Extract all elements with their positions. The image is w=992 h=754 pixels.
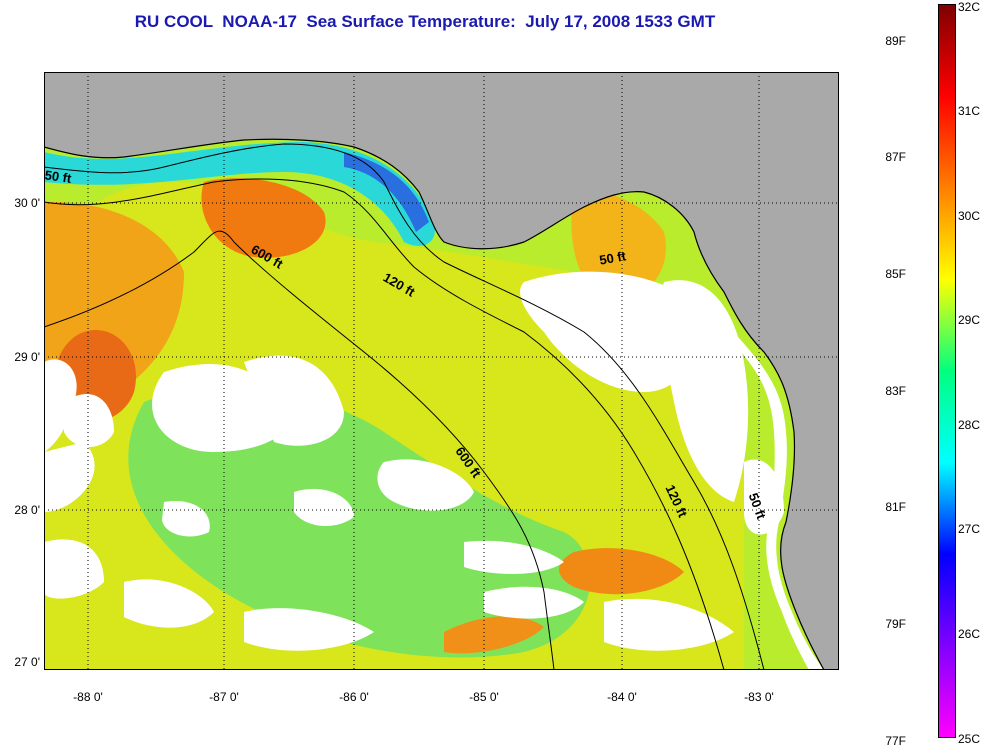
- cloud: [124, 579, 214, 628]
- lat-label-27: 27 0': [14, 655, 40, 669]
- cloud: [44, 442, 95, 512]
- cloud: [464, 540, 564, 574]
- cloud: [604, 598, 734, 651]
- cloud: [44, 359, 77, 452]
- colorbar-c-label: 30C: [958, 209, 981, 223]
- cloud: [377, 459, 474, 511]
- cloud: [44, 539, 104, 599]
- colorbar-c-label: 29C: [958, 313, 981, 327]
- lon-label-83: -83 0': [744, 690, 774, 704]
- cloud: [659, 280, 749, 502]
- colorbar-f-label: 89F: [885, 34, 906, 48]
- isobath-120ft: [44, 178, 725, 670]
- cloud: [294, 488, 354, 527]
- colorbar-f-label: 79F: [885, 617, 906, 631]
- colorbar-f-label: 85F: [885, 267, 906, 281]
- colorbar-c-label: 28C: [958, 418, 981, 432]
- graticule: [44, 72, 839, 670]
- map-title: RU COOL NOAA-17 Sea Surface Temperature:…: [134, 12, 716, 31]
- colorbar-f-label: 83F: [885, 384, 906, 398]
- lat-label-29: 29 0': [14, 350, 40, 364]
- nearshore-cold-band: [344, 152, 429, 232]
- colorbar-c-label: 26C: [958, 627, 981, 641]
- colorbar-f-label: 77F: [885, 734, 906, 748]
- colorbar-c-label: 25C: [958, 732, 981, 746]
- lon-label-88: -88 0': [73, 690, 103, 704]
- lon-label-84: -84 0': [607, 690, 637, 704]
- coastal-fringe: [704, 302, 824, 670]
- cloud: [484, 586, 584, 619]
- cloud: [244, 355, 344, 446]
- sst-map: 50 ft 600 ft 120 ft 50 ft 600 ft 120 ft …: [44, 72, 839, 670]
- colorbar-f-label: 81F: [885, 500, 906, 514]
- lon-label-85: -85 0': [469, 690, 499, 704]
- colorbar-c-label: 27C: [958, 522, 981, 536]
- cloud: [244, 608, 374, 651]
- colorbar-f-label: 87F: [885, 150, 906, 164]
- cloud: [64, 393, 114, 447]
- colorbar-c-label: 32C: [958, 0, 981, 14]
- hot-spot-north: [201, 178, 326, 258]
- temperature-colorbar: [938, 4, 956, 738]
- isobath-600ft: [44, 230, 555, 670]
- map-frame: [44, 72, 839, 670]
- lon-label-87: -87 0': [209, 690, 239, 704]
- lat-label-30: 30 0': [14, 196, 40, 210]
- hot-spot-south: [559, 548, 684, 595]
- warm-south-patch: [444, 616, 544, 654]
- contour-label: 50 ft: [44, 167, 73, 186]
- nearshore-cool-band: [44, 142, 435, 246]
- cloud: [162, 501, 210, 537]
- land-mass: [44, 72, 839, 670]
- lat-label-28: 28 0': [14, 503, 40, 517]
- cool-patch: [128, 387, 591, 658]
- colorbar-c-label: 31C: [958, 104, 981, 118]
- coastline: [44, 138, 825, 670]
- lon-label-86: -86 0': [339, 690, 369, 704]
- isobath-50ft: [44, 143, 765, 670]
- cloud: [520, 271, 697, 392]
- contour-label: 50 ft: [598, 248, 628, 268]
